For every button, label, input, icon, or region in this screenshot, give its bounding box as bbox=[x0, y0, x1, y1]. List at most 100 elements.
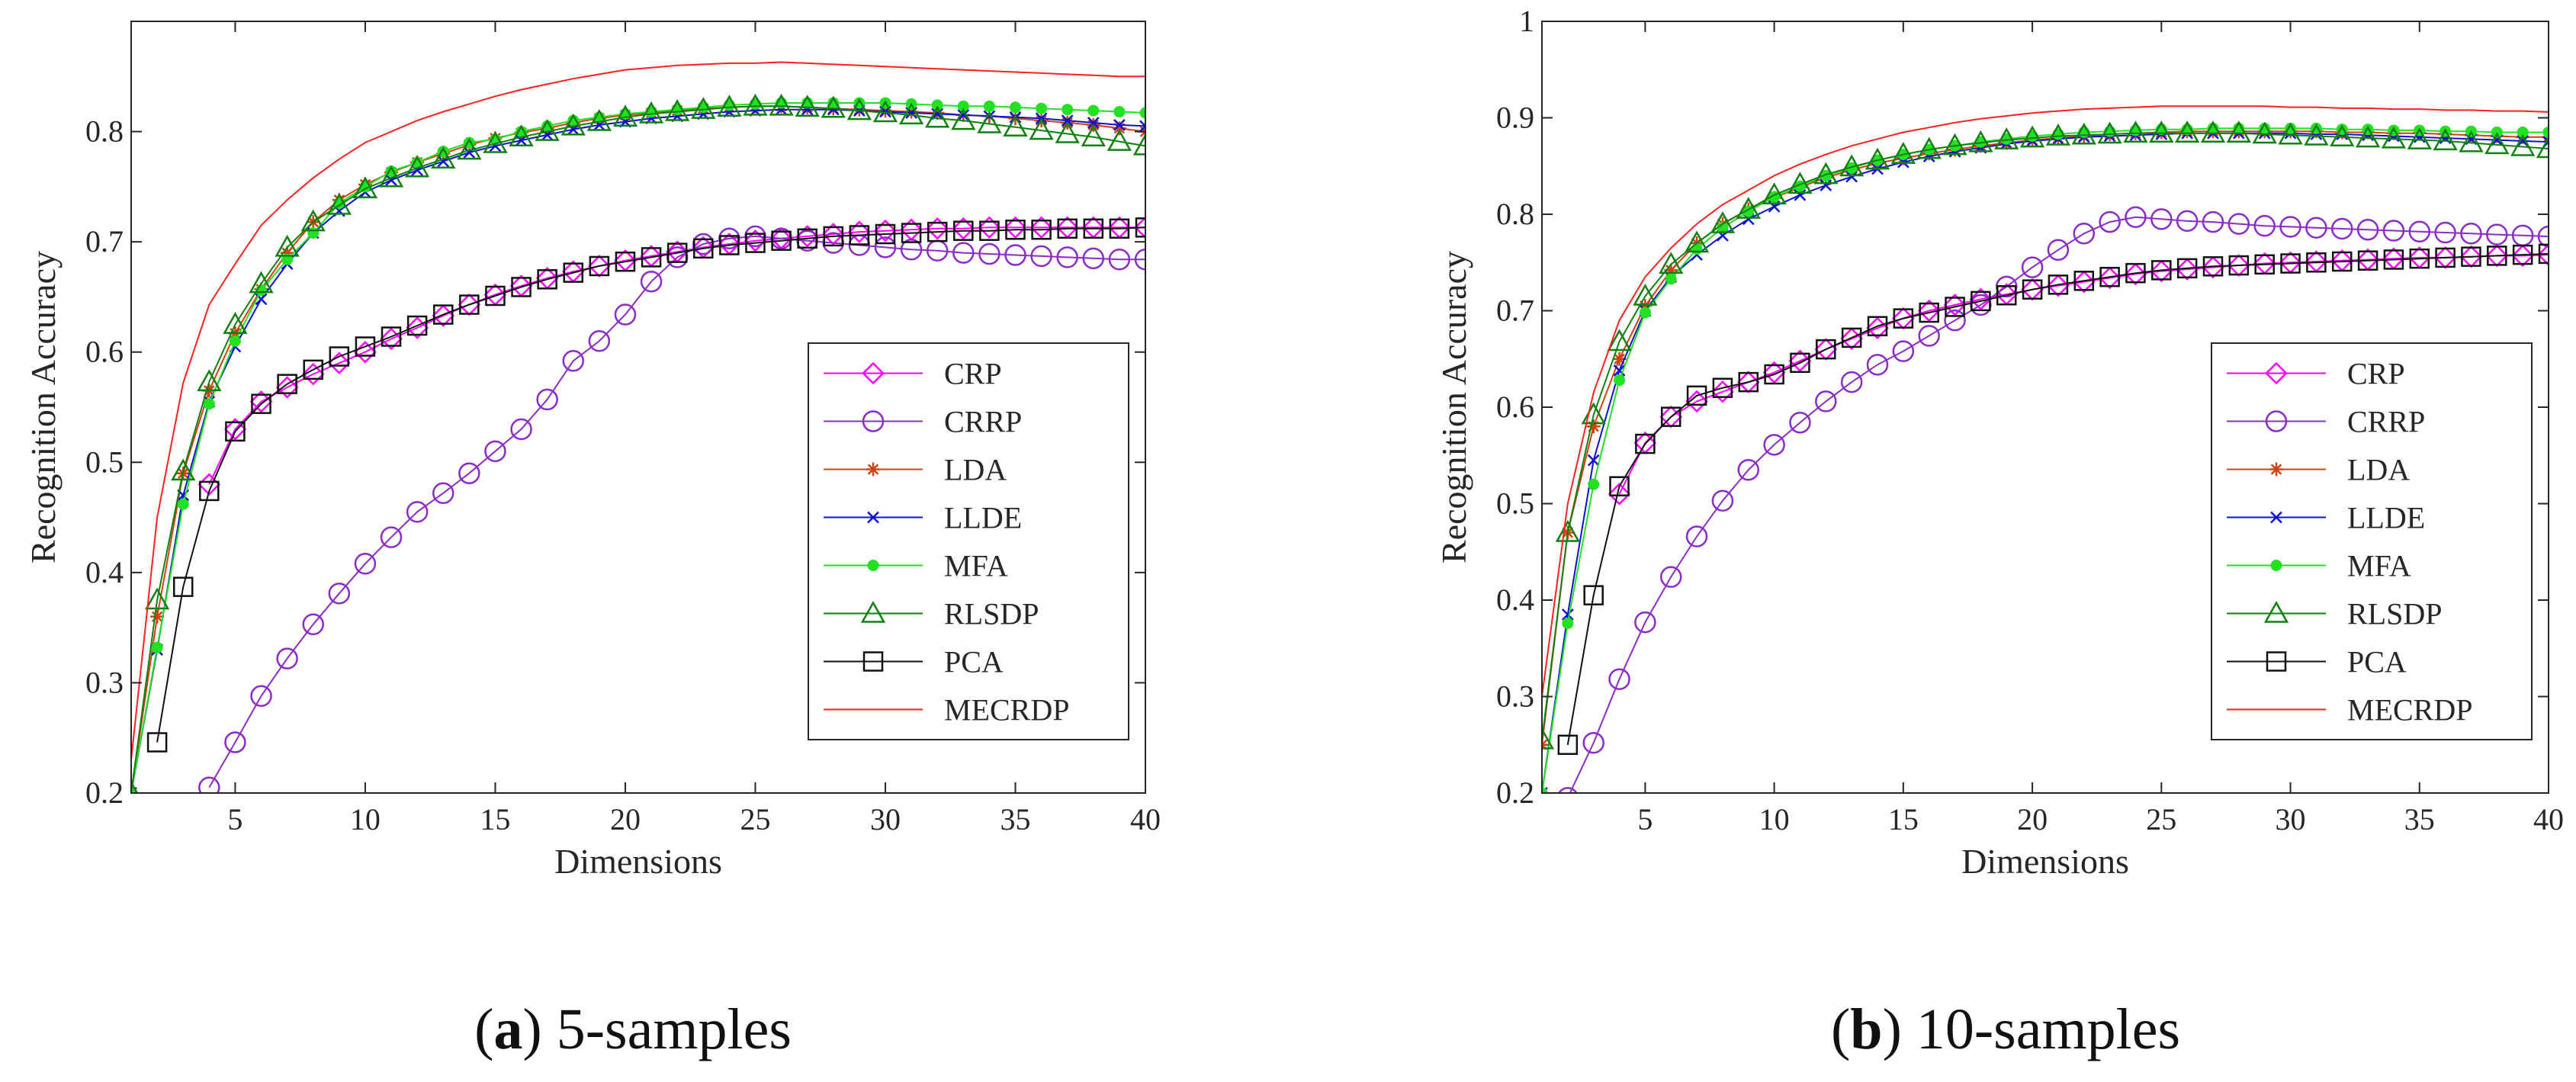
panel-a-point-pca bbox=[797, 228, 817, 249]
panel-a-point-pca bbox=[1109, 218, 1130, 239]
panel-a-point-pca bbox=[771, 230, 792, 251]
panel-b-point-rlsdp bbox=[2175, 120, 2200, 143]
panel-b-point-rlsdp bbox=[1684, 230, 1710, 253]
panel-b-point-llde bbox=[2517, 134, 2529, 147]
caption-a: (a) 5-samples bbox=[474, 997, 792, 1061]
panel-a-point-mfa bbox=[957, 100, 969, 112]
panel-a-point-mfa bbox=[151, 641, 163, 653]
panel-a-point-crp bbox=[1004, 216, 1027, 239]
panel-b-point-mfa bbox=[1845, 162, 1858, 174]
panel-a-point-crrp bbox=[302, 613, 324, 636]
panel-a-point-crp bbox=[301, 362, 325, 386]
panel-b-series-line-mfa bbox=[1542, 127, 2549, 793]
panel-a-point-pca bbox=[641, 247, 662, 268]
panel-a-point-rlsdp bbox=[223, 312, 248, 334]
panel-b-point-lda bbox=[1612, 352, 1627, 366]
panel-b-point-pca bbox=[2125, 262, 2146, 284]
panel-a-y-tick-label: 0.8 bbox=[85, 114, 124, 149]
panel-b-point-llde bbox=[1820, 179, 1832, 191]
panel-a-point-mfa bbox=[541, 120, 554, 132]
panel-b-point-rlsdp bbox=[2123, 120, 2148, 143]
panel-a-point-mfa bbox=[1113, 106, 1126, 118]
panel-a-point-lda bbox=[150, 609, 165, 624]
panel-a-point-mfa bbox=[1062, 104, 1074, 116]
panel-a-point-mfa bbox=[203, 398, 215, 410]
panel-b-point-crp bbox=[1711, 380, 1734, 403]
panel-a-point-pca bbox=[979, 220, 1000, 241]
panel-b-x-tick-label: 15 bbox=[1888, 802, 1919, 836]
panel-a-point-rlsdp bbox=[560, 113, 586, 136]
panel-b-point-rlsdp bbox=[2097, 121, 2122, 144]
panel-b-point-pca bbox=[2383, 249, 2404, 270]
panel-b-point-pca bbox=[1919, 302, 1939, 323]
panel-b-point-rlsdp bbox=[1736, 197, 1761, 219]
panel-b-point-crrp bbox=[2356, 218, 2379, 241]
panel-b-point-rlsdp bbox=[1942, 133, 1967, 156]
panel-b-point-crp bbox=[1608, 483, 1631, 506]
panel-a-point-pca bbox=[719, 235, 740, 255]
panel-b-point-rlsdp bbox=[2071, 122, 2096, 145]
panel-a-point-crrp bbox=[250, 685, 272, 708]
panel-b-point-rlsdp bbox=[2536, 136, 2549, 159]
panel-a-point-pca bbox=[329, 346, 350, 367]
panel-a-point-rlsdp bbox=[457, 137, 482, 160]
panel-b-point-crrp bbox=[2486, 223, 2508, 246]
panel-b-point-rlsdp bbox=[1839, 154, 1865, 177]
panel-b-x-axis-label: Dimensions bbox=[1961, 842, 2129, 881]
panel-b-point-pca bbox=[1867, 316, 1888, 336]
panel-a-point-rlsdp bbox=[691, 97, 716, 119]
panel-a-point-crrp bbox=[484, 440, 506, 463]
panel-b-point-rlsdp bbox=[1787, 172, 1813, 194]
panel-a-point-rlsdp bbox=[612, 104, 638, 127]
panel-b-point-mfa bbox=[1691, 243, 1703, 255]
panel-b-series-line-crrp bbox=[1569, 216, 2549, 793]
panel-a-point-crrp bbox=[952, 242, 975, 264]
panel-a-point-lda bbox=[280, 246, 294, 260]
panel-a-x-tick-label: 5 bbox=[227, 802, 243, 836]
panel-b-y-tick-label: 0.7 bbox=[1496, 294, 1534, 328]
panel-b-point-lda bbox=[1664, 263, 1678, 278]
panel-b-point-crrp bbox=[1711, 490, 1734, 512]
panel-b-point-rlsdp bbox=[2278, 122, 2303, 145]
panel-b-x-tick-label: 35 bbox=[2404, 802, 2435, 836]
panel-b-point-rlsdp bbox=[1659, 252, 1684, 275]
panel-a-point-rlsdp bbox=[925, 105, 950, 128]
panel-b-series-line-crp bbox=[1618, 254, 2549, 495]
panel-a-point-pca bbox=[511, 277, 532, 297]
panel-a-chart: 5 10 15 20 25 30 35 40 0.2 0.3 0.4 0.5 0.6 0.7 0.8 Dime… bbox=[24, 21, 1161, 881]
panel-a-point-pca bbox=[823, 226, 844, 247]
panel-b-point-mfa bbox=[1639, 307, 1651, 319]
panel-b-point-crp bbox=[2124, 262, 2147, 286]
panel-a-point-pca bbox=[1031, 219, 1052, 240]
panel-b-point-pca bbox=[1686, 385, 1707, 406]
panel-a-point-pca bbox=[303, 359, 323, 380]
panel-a-point-pca bbox=[146, 732, 168, 753]
panel-b-point-crrp bbox=[1582, 731, 1604, 754]
panel-a-legend: CRP CRRP LDA LLDE MFA RLSDP PCA MECRDP bbox=[808, 342, 1129, 740]
panel-b-point-crrp bbox=[2099, 210, 2121, 233]
panel-b-point-crrp bbox=[1944, 309, 1966, 332]
panel-a-point-pca bbox=[666, 242, 688, 263]
panel-b-point-rlsdp bbox=[1607, 329, 1632, 352]
panel-b-point-crp bbox=[2047, 274, 2070, 297]
panel-a-x-axis-label: Dimensions bbox=[554, 842, 722, 881]
panel-b-point-crrp bbox=[2434, 221, 2456, 244]
panel-a-x-tick-label: 40 bbox=[1130, 802, 1161, 836]
panel-b-point-crrp bbox=[2202, 210, 2224, 233]
panel-b-point-rlsdp bbox=[2200, 120, 2226, 143]
panel-a-point-crrp bbox=[354, 553, 377, 575]
panel-b-point-crrp bbox=[1918, 325, 1940, 347]
panel-a-point-rlsdp bbox=[846, 98, 872, 120]
panel-a-series-line-llde bbox=[131, 108, 1145, 793]
panel-a-point-crp bbox=[822, 223, 845, 246]
panel-b-point-mfa bbox=[1542, 787, 1548, 793]
panel-b-point-crp bbox=[2511, 244, 2534, 268]
panel-b-point-rlsdp bbox=[1916, 136, 1942, 159]
panel-b-point-crp bbox=[2098, 266, 2122, 290]
panel-b-point-pca bbox=[1609, 476, 1630, 496]
panel-a-point-pca bbox=[277, 374, 297, 394]
panel-a-point-mfa bbox=[229, 335, 241, 347]
panel-a-point-crrp bbox=[588, 330, 611, 352]
panel-b-point-crrp bbox=[2279, 216, 2301, 238]
